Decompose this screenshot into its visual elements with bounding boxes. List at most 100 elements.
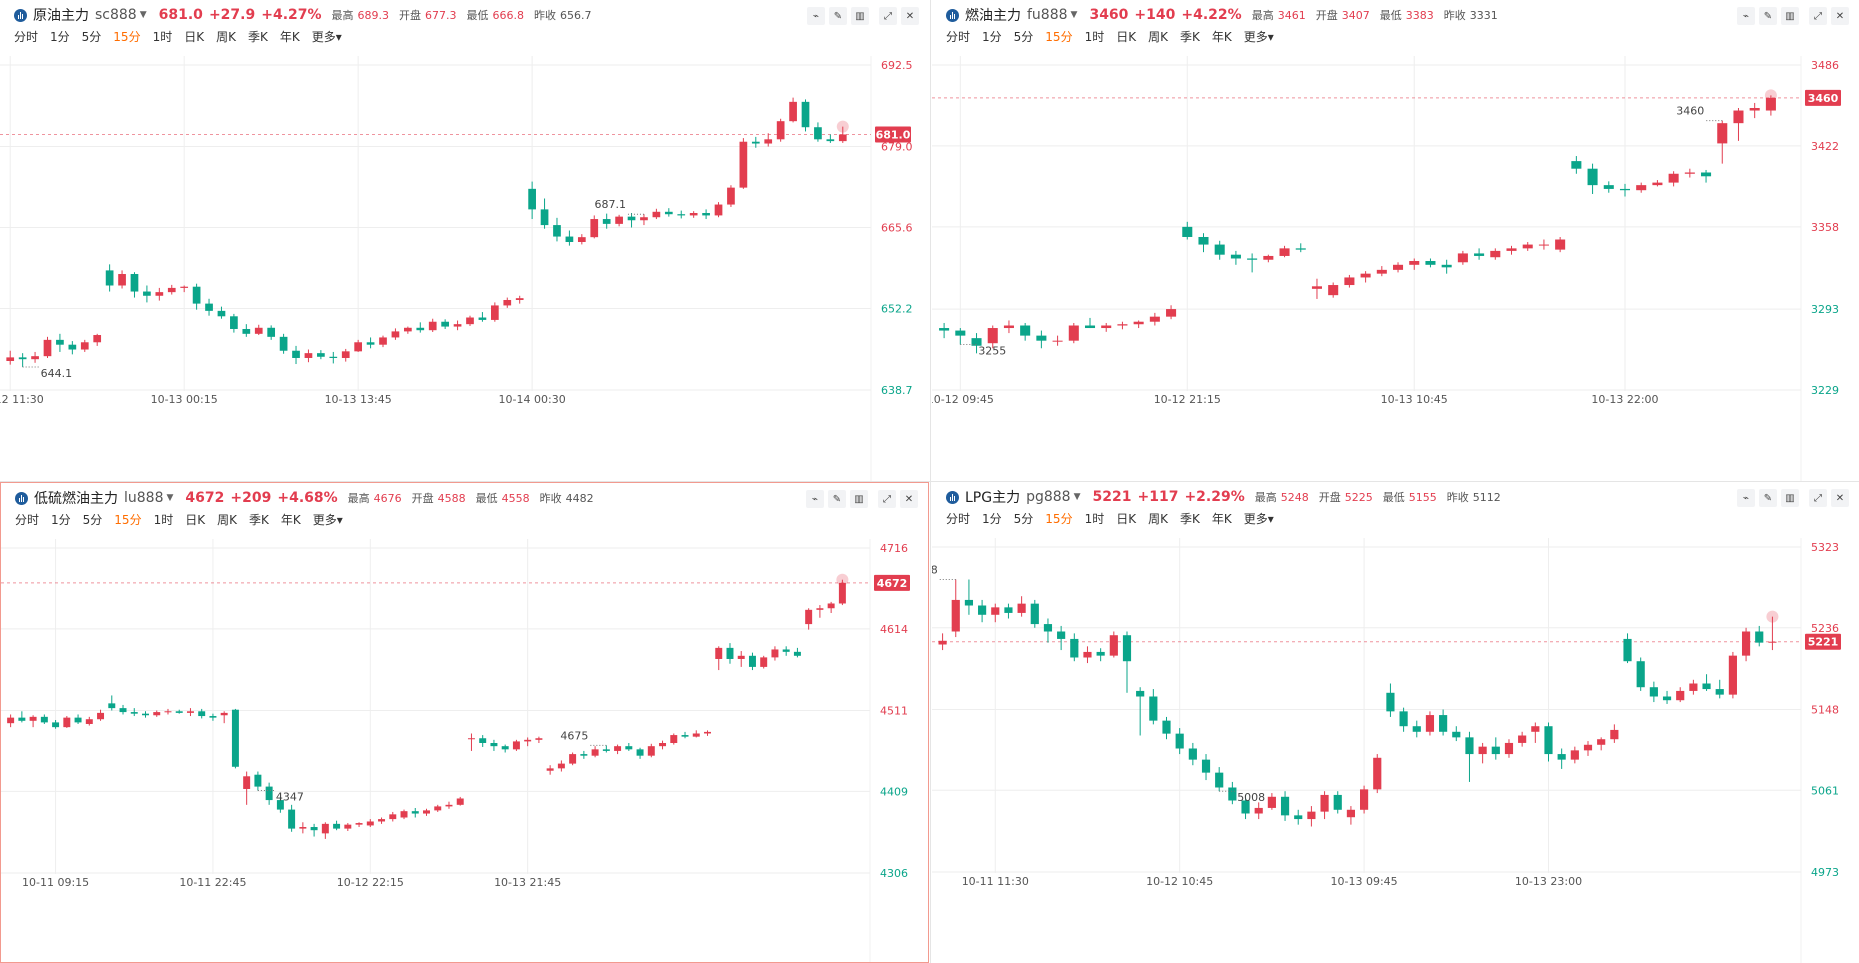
- interval-tab-1h[interactable]: 1时: [152, 30, 173, 44]
- interval-tab-quarter[interactable]: 季K: [1179, 30, 1200, 44]
- chevron-down-icon[interactable]: ▼: [1070, 10, 1078, 20]
- close-icon[interactable]: ✕: [900, 490, 918, 508]
- candle: [659, 740, 667, 750]
- chart-panel-fu888[interactable]: 燃油主力 fu888 ▼ 3460 +140 +4.22% 最高 3461 开盘…: [932, 0, 1859, 481]
- interval-tab-year[interactable]: 年K: [280, 513, 301, 527]
- interval-tab-more[interactable]: 更多▾: [312, 28, 342, 45]
- instrument-code[interactable]: fu888: [1027, 7, 1068, 23]
- pencil-icon[interactable]: ✎: [1759, 489, 1777, 507]
- candle: [565, 230, 574, 246]
- candle-body: [254, 327, 263, 334]
- interval-tab-1m[interactable]: 1分: [51, 513, 71, 527]
- interval-tab-year[interactable]: 年K: [279, 30, 300, 44]
- interval-tab-day[interactable]: 日K: [184, 30, 205, 44]
- interval-tab-quarter[interactable]: 季K: [248, 513, 269, 527]
- candle: [479, 735, 487, 747]
- interval-tab-15m[interactable]: 15分: [1045, 512, 1073, 526]
- interval-tab-time[interactable]: 分时: [15, 513, 40, 527]
- candle-body: [1036, 335, 1047, 341]
- instrument-name[interactable]: 原油主力: [33, 8, 89, 24]
- candle: [1571, 156, 1582, 174]
- interval-tab-time[interactable]: 分时: [946, 512, 971, 526]
- chevron-down-icon[interactable]: ▼: [139, 10, 147, 20]
- interval-tab-more[interactable]: 更多▾: [313, 511, 343, 528]
- interval-tab-15m[interactable]: 15分: [1045, 30, 1073, 44]
- candlestick-chart[interactable]: 4716 4614 4511 4409 4306 10-11 09:15 10-11 22:…: [1, 539, 928, 962]
- expand-icon[interactable]: ⤢: [1809, 489, 1827, 507]
- candlestick-chart[interactable]: 3486 3422 3358 3293 3229 10-12 09:45 10-12 21:…: [932, 56, 1859, 481]
- candle: [987, 325, 998, 349]
- candle: [1052, 335, 1063, 346]
- interval-tab-week[interactable]: 周K: [216, 30, 236, 44]
- candle: [1311, 278, 1322, 299]
- instrument-code[interactable]: sc888: [95, 7, 137, 23]
- chart-panel-pg888[interactable]: LPG主力 pg888 ▼ 5221 +117 +2.29% 最高 5248 开…: [932, 482, 1859, 963]
- interval-tab-15m[interactable]: 15分: [114, 513, 142, 527]
- interval-tab-5m[interactable]: 5分: [1013, 512, 1034, 526]
- line-tool-icon[interactable]: ⌁: [1737, 7, 1755, 25]
- interval-tab-day[interactable]: 日K: [1116, 30, 1137, 44]
- interval-tab-more[interactable]: 更多▾: [1244, 510, 1274, 527]
- interval-tab-quarter[interactable]: 季K: [1179, 512, 1200, 526]
- chevron-down-icon[interactable]: ▼: [1073, 492, 1081, 502]
- interval-tab-1h[interactable]: 1时: [1084, 30, 1105, 44]
- candle: [1717, 120, 1728, 164]
- instrument-name[interactable]: LPG主力: [965, 490, 1021, 506]
- candlestick-chart[interactable]: 5323 5236 5148 5061 4973 10-11 11:30 10-12 10:…: [932, 538, 1859, 963]
- live-pulse: [1764, 89, 1777, 102]
- close-icon[interactable]: ✕: [1831, 489, 1849, 507]
- interval-tab-week[interactable]: 周K: [1148, 30, 1168, 44]
- interval-tab-more[interactable]: 更多▾: [1244, 28, 1274, 45]
- interval-tab-time[interactable]: 分时: [14, 30, 39, 44]
- line-tool-icon[interactable]: ⌁: [806, 490, 824, 508]
- interval-tab-1m[interactable]: 1分: [50, 30, 70, 44]
- line-tool-icon[interactable]: ⌁: [1737, 489, 1755, 507]
- chevron-down-icon[interactable]: ▼: [166, 493, 174, 503]
- candle-type-icon[interactable]: ▥: [1781, 7, 1799, 25]
- chart-panel-lu888[interactable]: 低硫燃油主力 lu888 ▼ 4672 +209 +4.68% 最高 4676 …: [0, 482, 929, 963]
- candle: [677, 210, 686, 219]
- interval-tab-1h[interactable]: 1时: [153, 513, 174, 527]
- expand-icon[interactable]: ⤢: [878, 490, 896, 508]
- interval-tab-year[interactable]: 年K: [1211, 512, 1232, 526]
- candlestick-chart[interactable]: 692.5 679.0 665.6 652.2 638.7 10-12 11:30 10-1…: [0, 56, 929, 481]
- chart-panel-sc888[interactable]: 原油主力 sc888 ▼ 681.0 +27.9 +4.27% 最高 689.3…: [0, 0, 929, 481]
- interval-tab-1m[interactable]: 1分: [982, 30, 1002, 44]
- interval-tab-5m[interactable]: 5分: [1013, 30, 1034, 44]
- interval-tab-day[interactable]: 日K: [185, 513, 206, 527]
- x-tick-label: 10-12 11:30: [0, 393, 44, 406]
- interval-tab-day[interactable]: 日K: [1116, 512, 1137, 526]
- candle: [1003, 320, 1014, 334]
- interval-tab-time[interactable]: 分时: [946, 30, 971, 44]
- close-icon[interactable]: ✕: [1831, 7, 1849, 25]
- candle: [1230, 250, 1241, 265]
- candle-type-icon[interactable]: ▥: [1781, 489, 1799, 507]
- candle-type-icon[interactable]: ▥: [850, 490, 868, 508]
- x-tick-label: 10-13 13:45: [325, 393, 392, 406]
- interval-tab-15m[interactable]: 15分: [113, 30, 141, 44]
- pencil-icon[interactable]: ✎: [1759, 7, 1777, 25]
- candle: [310, 823, 318, 837]
- candle: [354, 339, 363, 352]
- interval-tab-week[interactable]: 周K: [1148, 512, 1168, 526]
- interval-tab-5m[interactable]: 5分: [82, 513, 103, 527]
- interval-tab-1h[interactable]: 1时: [1084, 512, 1105, 526]
- pencil-icon[interactable]: ✎: [829, 7, 847, 25]
- candle-type-icon[interactable]: ▥: [851, 7, 869, 25]
- instrument-code[interactable]: lu888: [124, 490, 164, 506]
- interval-tab-week[interactable]: 周K: [217, 513, 237, 527]
- interval-tab-1m[interactable]: 1分: [982, 512, 1002, 526]
- line-tool-icon[interactable]: ⌁: [807, 7, 825, 25]
- expand-icon[interactable]: ⤢: [879, 7, 897, 25]
- instrument-name[interactable]: 燃油主力: [965, 8, 1021, 24]
- interval-tab-5m[interactable]: 5分: [81, 30, 102, 44]
- interval-tab-year[interactable]: 年K: [1211, 30, 1232, 44]
- instrument-code[interactable]: pg888: [1026, 489, 1071, 505]
- interval-tab-quarter[interactable]: 季K: [247, 30, 268, 44]
- candle-body: [1583, 744, 1593, 751]
- chart-icon: [946, 490, 959, 504]
- pencil-icon[interactable]: ✎: [828, 490, 846, 508]
- close-icon[interactable]: ✕: [901, 7, 919, 25]
- instrument-name[interactable]: 低硫燃油主力: [34, 491, 118, 507]
- expand-icon[interactable]: ⤢: [1809, 7, 1827, 25]
